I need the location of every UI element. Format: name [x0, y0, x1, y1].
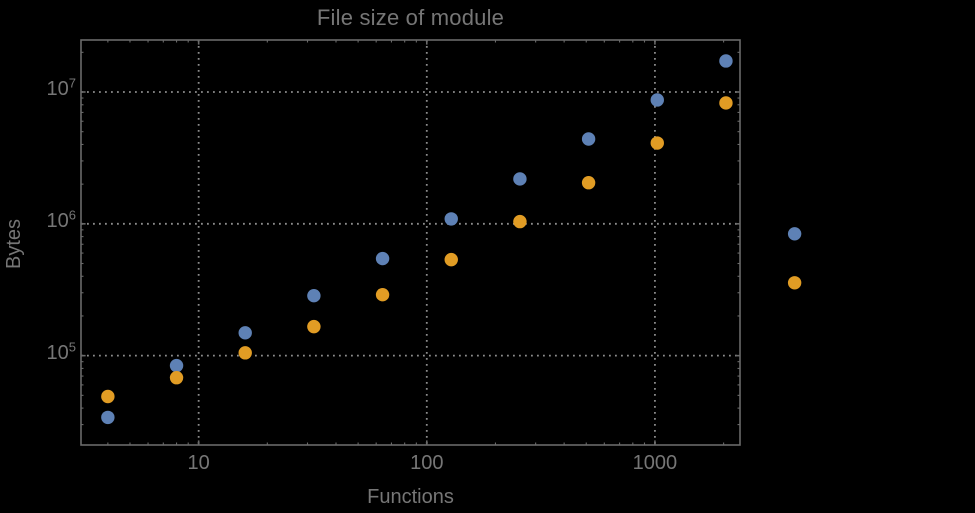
data-point-orange: [307, 319, 321, 334]
data-point-blue: [581, 132, 596, 146]
x-axis-label: Functions: [367, 486, 454, 508]
data-point-orange: [444, 252, 458, 267]
x-tick-label: 100: [410, 452, 444, 474]
data-point-blue: [375, 251, 390, 266]
data-point-orange: [375, 287, 390, 302]
y-tick-label: 107: [46, 75, 76, 100]
data-point-orange: [169, 371, 184, 385]
data-point-blue: [650, 93, 664, 107]
data-point-blue: [719, 54, 733, 68]
chart-title: File size of module: [316, 5, 505, 30]
y-tick-label: 106: [46, 207, 76, 232]
data-point-blue: [513, 172, 527, 186]
data-point-orange: [513, 214, 527, 229]
data-point-blue: [101, 410, 115, 425]
data-point-orange: [101, 389, 115, 404]
data-point-blue: [307, 288, 321, 303]
x-tick-label: 1000: [632, 452, 678, 474]
data-point-orange: [650, 136, 664, 150]
y-tick-label: 105: [46, 338, 76, 364]
data-point-blue: [169, 358, 184, 373]
data-point-blue: [787, 227, 802, 241]
data-point-orange: [719, 96, 733, 110]
data-point-blue: [444, 212, 458, 226]
plot-frame: [80, 39, 741, 446]
data-point-orange: [238, 346, 252, 360]
data-point-orange: [581, 176, 596, 190]
x-tick-label: 10: [187, 452, 210, 474]
data-point-blue: [238, 326, 252, 340]
data-point-orange: [787, 276, 802, 290]
